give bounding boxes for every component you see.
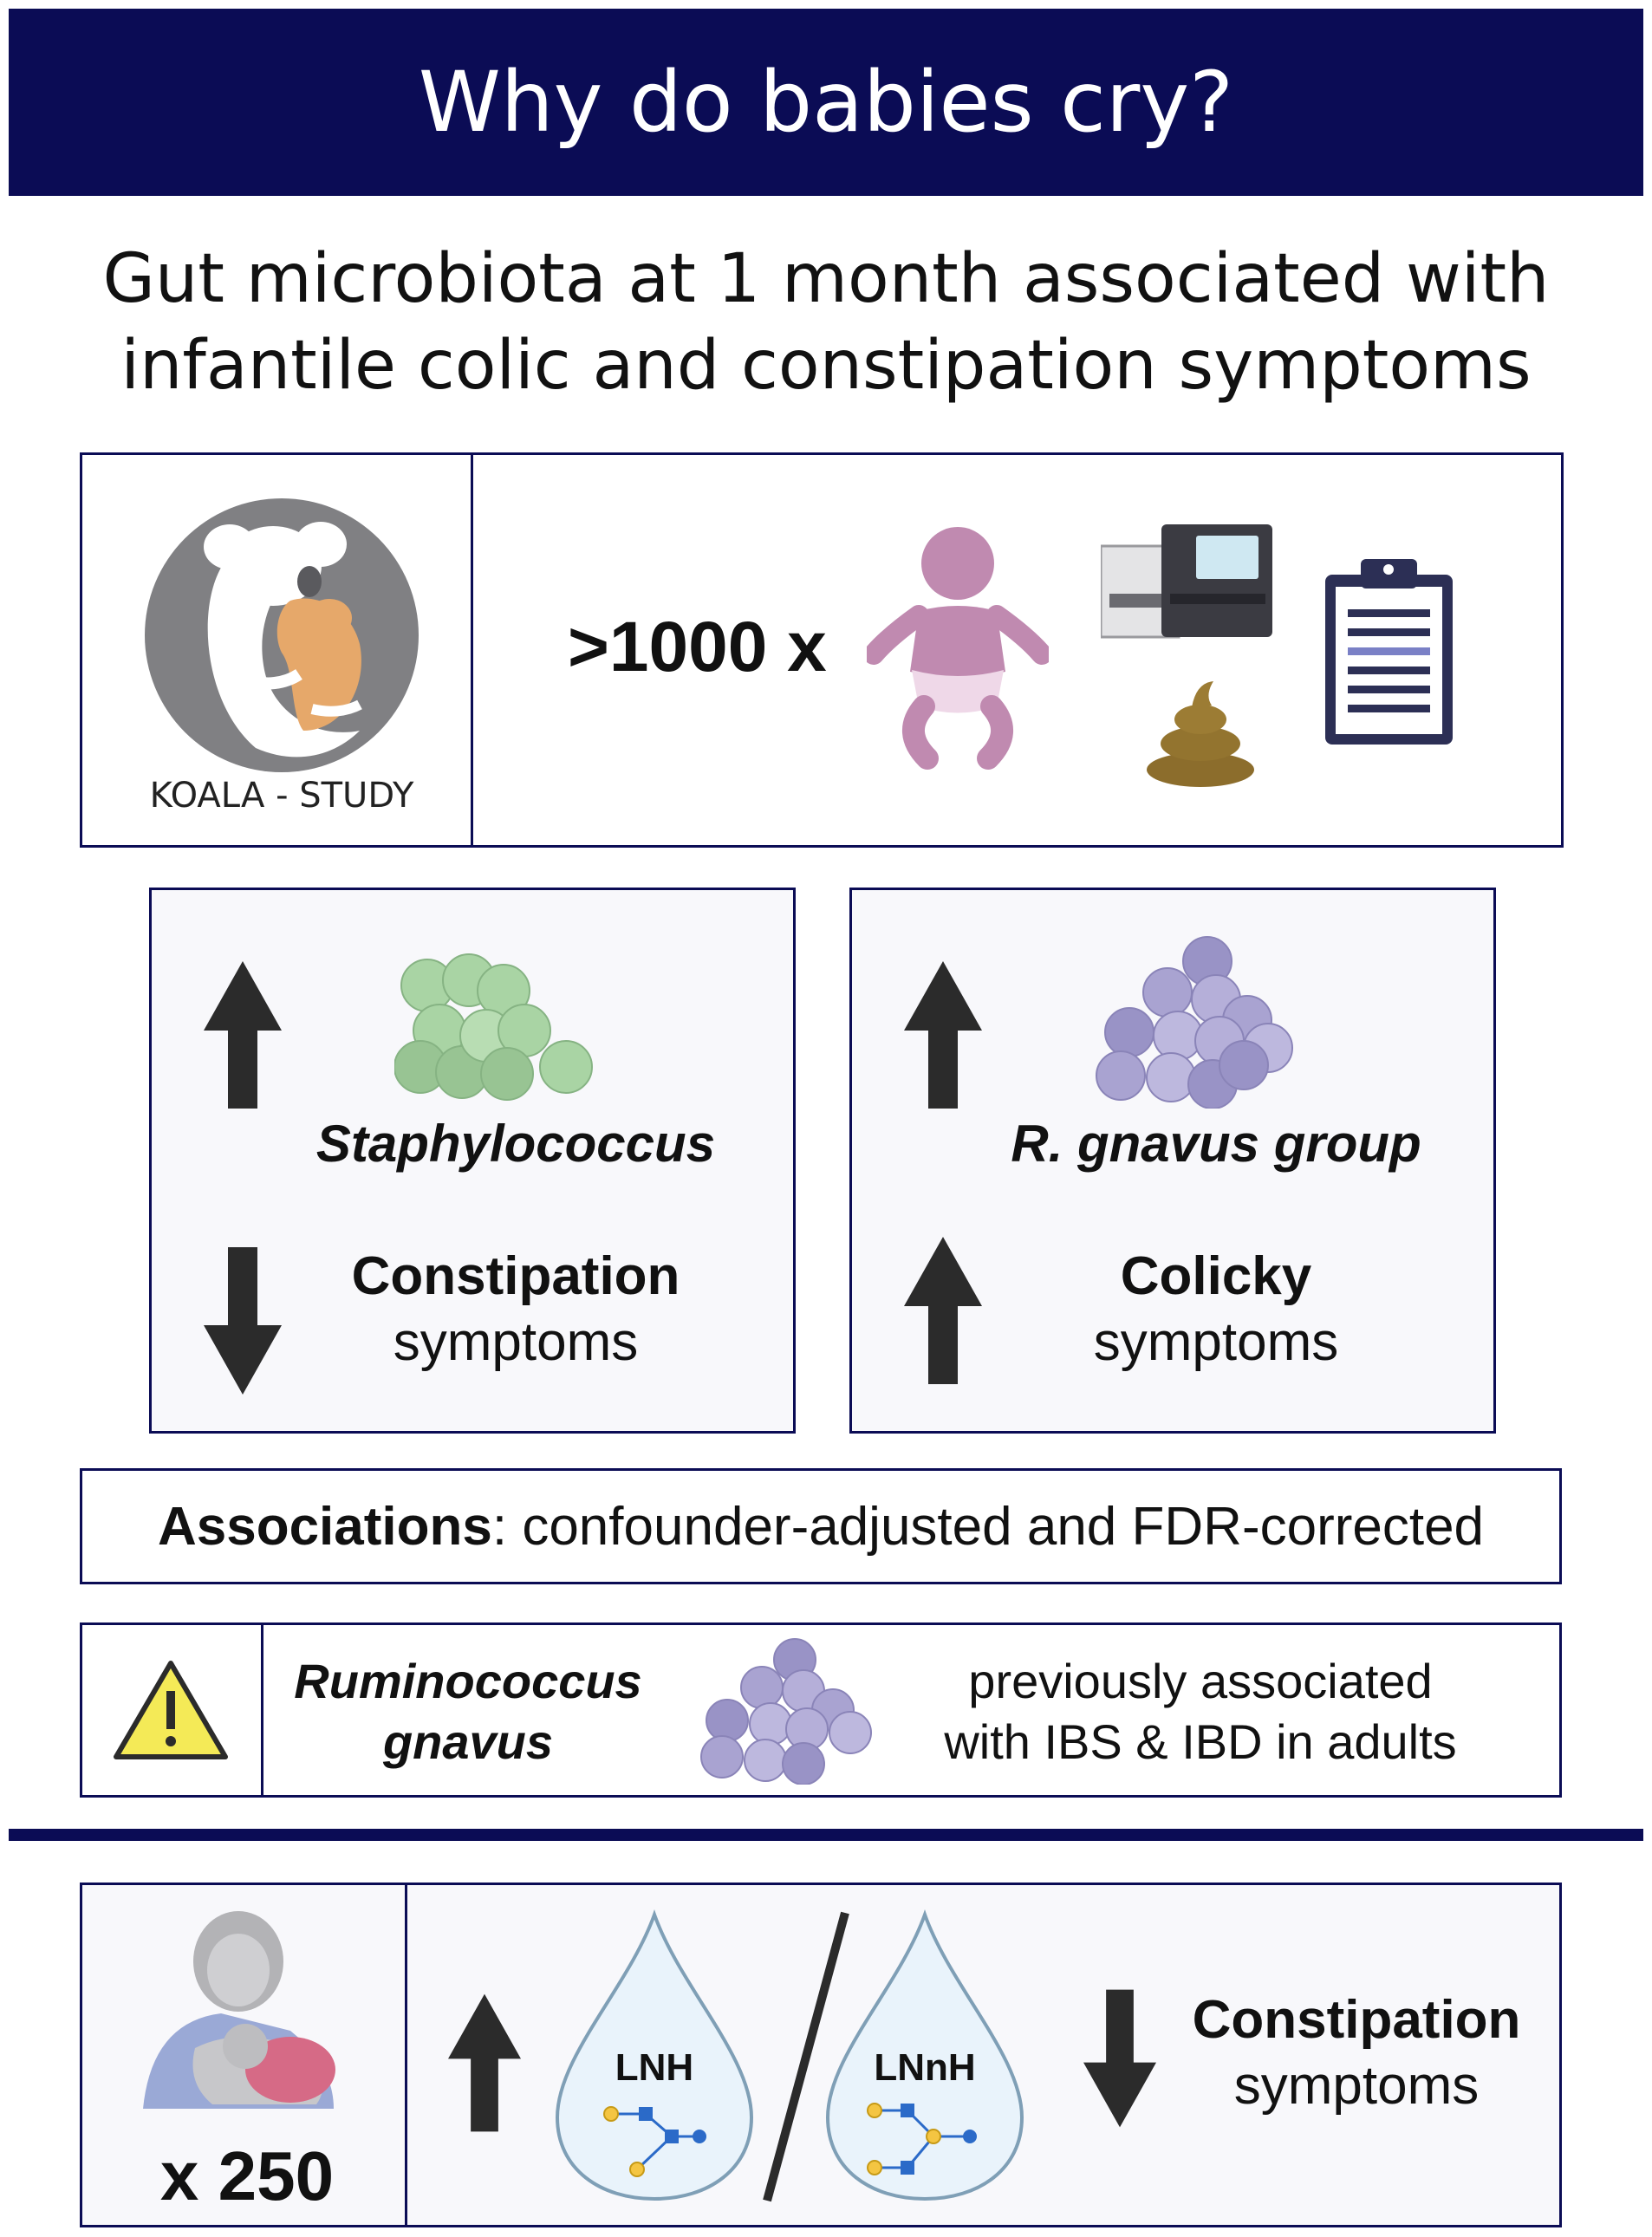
section-divider [9,1829,1643,1841]
warning-name-line-2: gnavus [382,1714,554,1769]
slash-divider [763,1911,849,2202]
arrow-up-icon [904,961,982,1109]
bacteria-name-staphylococcus: Staphylococcus [315,1115,716,1173]
symptom-colicky: Colicky symptoms [1008,1244,1424,1375]
bacteria-name-r-gnavus: R. gnavus group [1011,1115,1421,1173]
associations-rest: : confounder-adjusted and FDR-corrected [491,1496,1485,1557]
associations-text: Associations: confounder-adjusted and FD… [158,1496,1484,1557]
title-bar: Why do babies cry? [9,9,1643,196]
r-gnavus-cluster-icon [1096,936,1293,1109]
clipboard-icon [1325,559,1453,745]
warning-name-line-1: Ruminococcus [294,1654,642,1708]
panel-r-gnavus: R. gnavus group Colicky symptoms [849,888,1496,1434]
baby-icon [867,527,1049,770]
symptom-title: Constipation [351,1246,680,1306]
warning-note: previously associated with IBS & IBD in … [897,1651,1504,1772]
warning-note-line-1: previously associated [968,1654,1433,1708]
ruminococcus-cluster-icon [700,1638,872,1785]
arrow-up-icon [448,1993,521,2132]
koala-logo-label: KOALA - STUDY [149,776,414,816]
breastfeeding-icon [143,1911,335,2109]
symptom-title: Constipation [1192,1990,1521,2050]
warning-note-line-2: with IBS & IBD in adults [944,1714,1457,1769]
panel-staphylococcus: Staphylococcus Constipation symptoms [149,888,796,1434]
symptom-subtitle: symptoms [1093,1312,1339,1372]
study-count: >1000 x [568,608,827,686]
associations-box: Associations: confounder-adjusted and FD… [80,1468,1562,1584]
associations-bold: Associations [157,1496,492,1557]
warning-bacteria-name: Ruminococcus gnavus [286,1651,650,1772]
arrow-down-icon [204,1247,282,1395]
subtitle-line-1: Gut microbiota at 1 month associated wit… [102,240,1550,318]
staphylococcus-cluster-icon [394,953,593,1101]
warning-icon [114,1661,228,1759]
subtitle-line-2: infantile colic and constipation symptom… [120,327,1532,405]
arrow-up-icon [904,1237,982,1384]
arrow-down-icon [1083,1989,1156,2128]
drop-label-lnnh: LNnH [874,2046,976,2089]
page-title: Why do babies cry? [418,54,1234,151]
symptom-constipation: Constipation symptoms [308,1244,724,1375]
symptom-subtitle: symptoms [393,1312,639,1372]
warning-box: Ruminococcus gnavus previously associate… [80,1622,1562,1798]
milk-drop-lnnh-icon [825,1909,1024,2201]
drop-label-lnh: LNH [615,2046,694,2089]
symptom-title: Colicky [1120,1246,1312,1306]
arrow-up-icon [204,961,282,1109]
subtitle: Gut microbiota at 1 month associated wit… [52,236,1600,409]
sequencer-icon [1101,524,1272,639]
stool-icon [1147,681,1254,787]
study-box: KOALA - STUDY >1000 x [80,452,1564,848]
koala-logo-icon [145,498,419,772]
milk-drop-lnh-icon [555,1909,754,2201]
milk-count: x 250 [159,2137,335,2214]
milk-symptom-constipation: Constipation symptoms [1166,1987,1547,2119]
symptom-subtitle: symptoms [1233,2056,1480,2116]
milk-box: x 250 LNH LNnH [80,1883,1562,2227]
